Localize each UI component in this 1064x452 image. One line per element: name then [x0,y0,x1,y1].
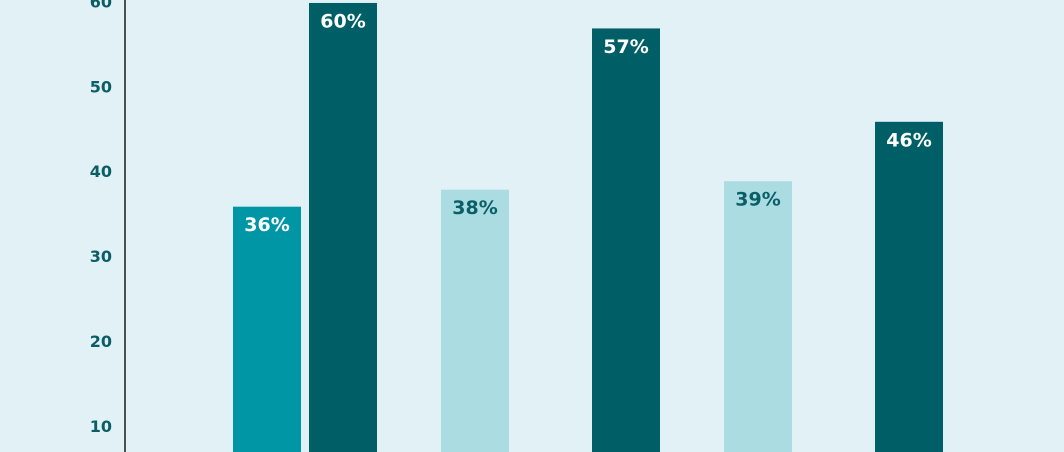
bar-value-label: 39% [735,189,780,211]
bar [724,181,792,452]
y-tick-label: 20 [90,332,112,351]
bar-value-label: 36% [244,214,289,236]
y-tick-label: 50 [90,77,112,96]
bar-value-label: 57% [603,36,648,58]
bar [233,206,301,452]
bar [309,2,377,452]
bar-value-label: 38% [452,197,497,219]
y-tick-label: 30 [90,247,112,266]
y-tick-label: 40 [90,162,112,181]
y-tick-label: 10 [90,417,112,436]
bar [441,189,509,452]
bar-value-label: 46% [886,129,931,151]
bar [592,28,660,452]
bar-value-label: 60% [320,10,365,32]
y-tick-label: 60 [90,0,112,11]
bar [875,121,943,452]
